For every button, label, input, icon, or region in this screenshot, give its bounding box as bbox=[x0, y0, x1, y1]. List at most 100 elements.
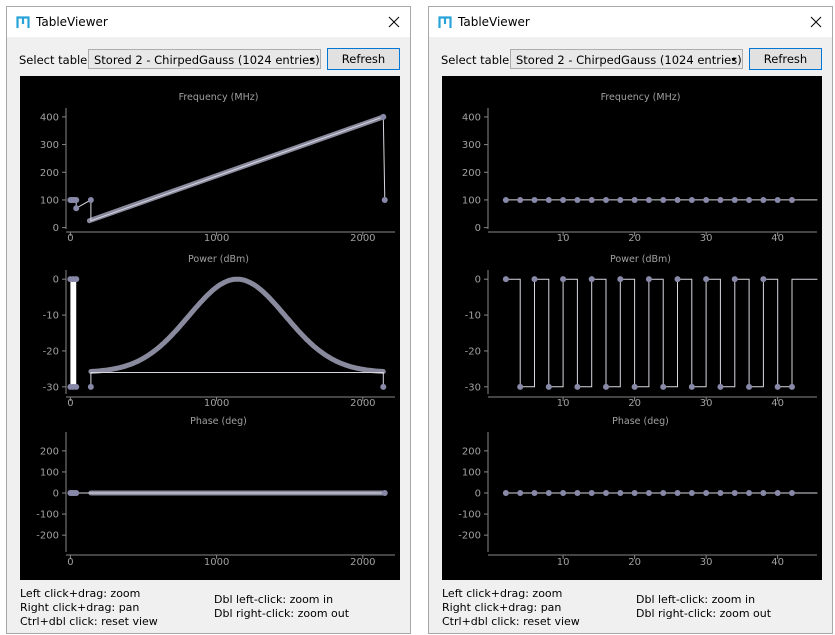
help-zoom-out: Dbl right-click: zoom out bbox=[214, 607, 350, 620]
y-tick-label: -200 bbox=[36, 531, 59, 542]
phase-plot-title: Phase (deg) bbox=[612, 416, 669, 427]
x-tick-label: 30 bbox=[700, 233, 713, 244]
data-point bbox=[588, 196, 595, 203]
data-point bbox=[617, 490, 624, 496]
tableviewer-app-icon bbox=[16, 16, 30, 28]
tableviewer-app-icon bbox=[438, 16, 452, 28]
data-point bbox=[760, 276, 767, 283]
data-point bbox=[545, 490, 552, 496]
y-tick-label: 100 bbox=[462, 467, 481, 478]
x-tick-label: 10 bbox=[557, 398, 570, 409]
data-point bbox=[517, 490, 524, 496]
power-panel: Power (dBm) 0 -10 -20 -30 10 20 30 40 bbox=[465, 254, 818, 409]
data-point bbox=[731, 490, 738, 496]
data-point bbox=[87, 383, 94, 390]
y-tick-label: -20 bbox=[43, 346, 59, 357]
select-table-label: Select table: bbox=[441, 53, 514, 67]
data-point bbox=[574, 196, 581, 203]
data-point bbox=[588, 490, 595, 496]
selected-table-value: Stored 2 - ChirpedGauss (1024 entries) bbox=[94, 53, 320, 67]
data-point bbox=[73, 205, 80, 212]
y-tick-label: -30 bbox=[465, 382, 481, 393]
data-point bbox=[688, 383, 695, 390]
table-select[interactable]: Stored 2 - ChirpedGauss (1024 entries) bbox=[88, 49, 321, 69]
data-point bbox=[731, 196, 738, 203]
data-point bbox=[703, 196, 710, 203]
chevron-down-icon bbox=[309, 58, 315, 61]
data-point bbox=[73, 276, 80, 283]
data-point bbox=[574, 490, 581, 496]
data-point bbox=[617, 276, 624, 283]
data-point bbox=[774, 383, 781, 390]
data-line bbox=[505, 278, 818, 388]
select-table-label: Select table: bbox=[19, 53, 92, 67]
data-point bbox=[603, 196, 610, 203]
data-point bbox=[760, 196, 767, 203]
data-point bbox=[560, 276, 567, 283]
frequency-panel: Frequency (MHz) 0 100 200 300 400 0 1000 2000 bbox=[40, 92, 395, 244]
frequency-plot-title: Frequency (MHz) bbox=[179, 92, 259, 103]
data-point bbox=[760, 490, 767, 496]
title-bar[interactable]: TableViewer bbox=[429, 7, 832, 37]
data-point bbox=[603, 383, 610, 390]
data-point bbox=[381, 490, 388, 496]
data-point bbox=[788, 196, 795, 203]
refresh-button[interactable]: Refresh bbox=[749, 48, 822, 70]
data-point bbox=[380, 113, 387, 120]
y-tick-label: 400 bbox=[462, 112, 481, 123]
y-tick-label: -100 bbox=[458, 510, 481, 521]
data-point bbox=[560, 196, 567, 203]
x-tick-label: 2000 bbox=[350, 557, 375, 568]
data-trace bbox=[88, 276, 386, 374]
data-point bbox=[502, 490, 509, 496]
window-title: TableViewer bbox=[458, 15, 530, 29]
selected-table-value: Stored 2 - ChirpedGauss (1024 entries) bbox=[516, 53, 742, 67]
help-text-left: Left click+drag: zoom Right click+drag: … bbox=[20, 587, 158, 629]
data-point bbox=[703, 490, 710, 496]
help-reset-view: Ctrl+dbl click: reset view bbox=[20, 615, 158, 628]
table-select[interactable]: Stored 2 - ChirpedGauss (1024 entries) bbox=[510, 49, 743, 69]
close-icon[interactable] bbox=[805, 11, 827, 33]
y-tick-label: 300 bbox=[40, 140, 59, 151]
data-point bbox=[717, 383, 724, 390]
data-point bbox=[631, 196, 638, 203]
data-point bbox=[788, 383, 795, 390]
y-tick-label: -30 bbox=[43, 382, 59, 393]
close-icon[interactable] bbox=[383, 11, 405, 33]
data-point bbox=[631, 490, 638, 496]
x-tick-label: 40 bbox=[771, 398, 784, 409]
data-point bbox=[603, 490, 610, 496]
data-point bbox=[774, 490, 781, 496]
data-point bbox=[717, 490, 724, 496]
data-point bbox=[645, 276, 652, 283]
y-tick-label: 200 bbox=[462, 446, 481, 457]
x-tick-label: 1000 bbox=[204, 398, 229, 409]
data-point bbox=[746, 196, 753, 203]
help-zoom-drag: Left click+drag: zoom bbox=[20, 587, 141, 600]
refresh-button[interactable]: Refresh bbox=[327, 48, 400, 70]
data-point bbox=[688, 490, 695, 496]
y-tick-label: -200 bbox=[458, 531, 481, 542]
phase-panel: Phase (deg) 200 100 0 -100 -200 10 20 30 40 bbox=[458, 416, 818, 568]
data-point bbox=[560, 490, 567, 496]
y-tick-label: 100 bbox=[40, 467, 59, 478]
x-tick-label: 1000 bbox=[204, 557, 229, 568]
data-point bbox=[674, 276, 681, 283]
y-tick-label: 100 bbox=[40, 195, 59, 206]
frequency-panel: Frequency (MHz) 0 100 200 300 400 10 20 30 40 bbox=[462, 92, 818, 244]
help-zoom-in: Dbl left-click: zoom in bbox=[636, 593, 756, 606]
x-tick-label: 0 bbox=[67, 233, 73, 244]
tableviewer-window-right: TableViewer Select table: Stored 2 - Chi… bbox=[428, 6, 833, 634]
y-tick-label: 0 bbox=[53, 223, 59, 234]
x-tick-label: 30 bbox=[700, 398, 713, 409]
chevron-down-icon bbox=[731, 58, 737, 61]
title-bar[interactable]: TableViewer bbox=[7, 7, 410, 37]
data-point bbox=[674, 196, 681, 203]
data-point bbox=[517, 196, 524, 203]
power-bar bbox=[70, 279, 77, 387]
data-point bbox=[502, 276, 509, 283]
help-pan-drag: Right click+drag: pan bbox=[20, 601, 140, 614]
help-zoom-out: Dbl right-click: zoom out bbox=[636, 607, 772, 620]
